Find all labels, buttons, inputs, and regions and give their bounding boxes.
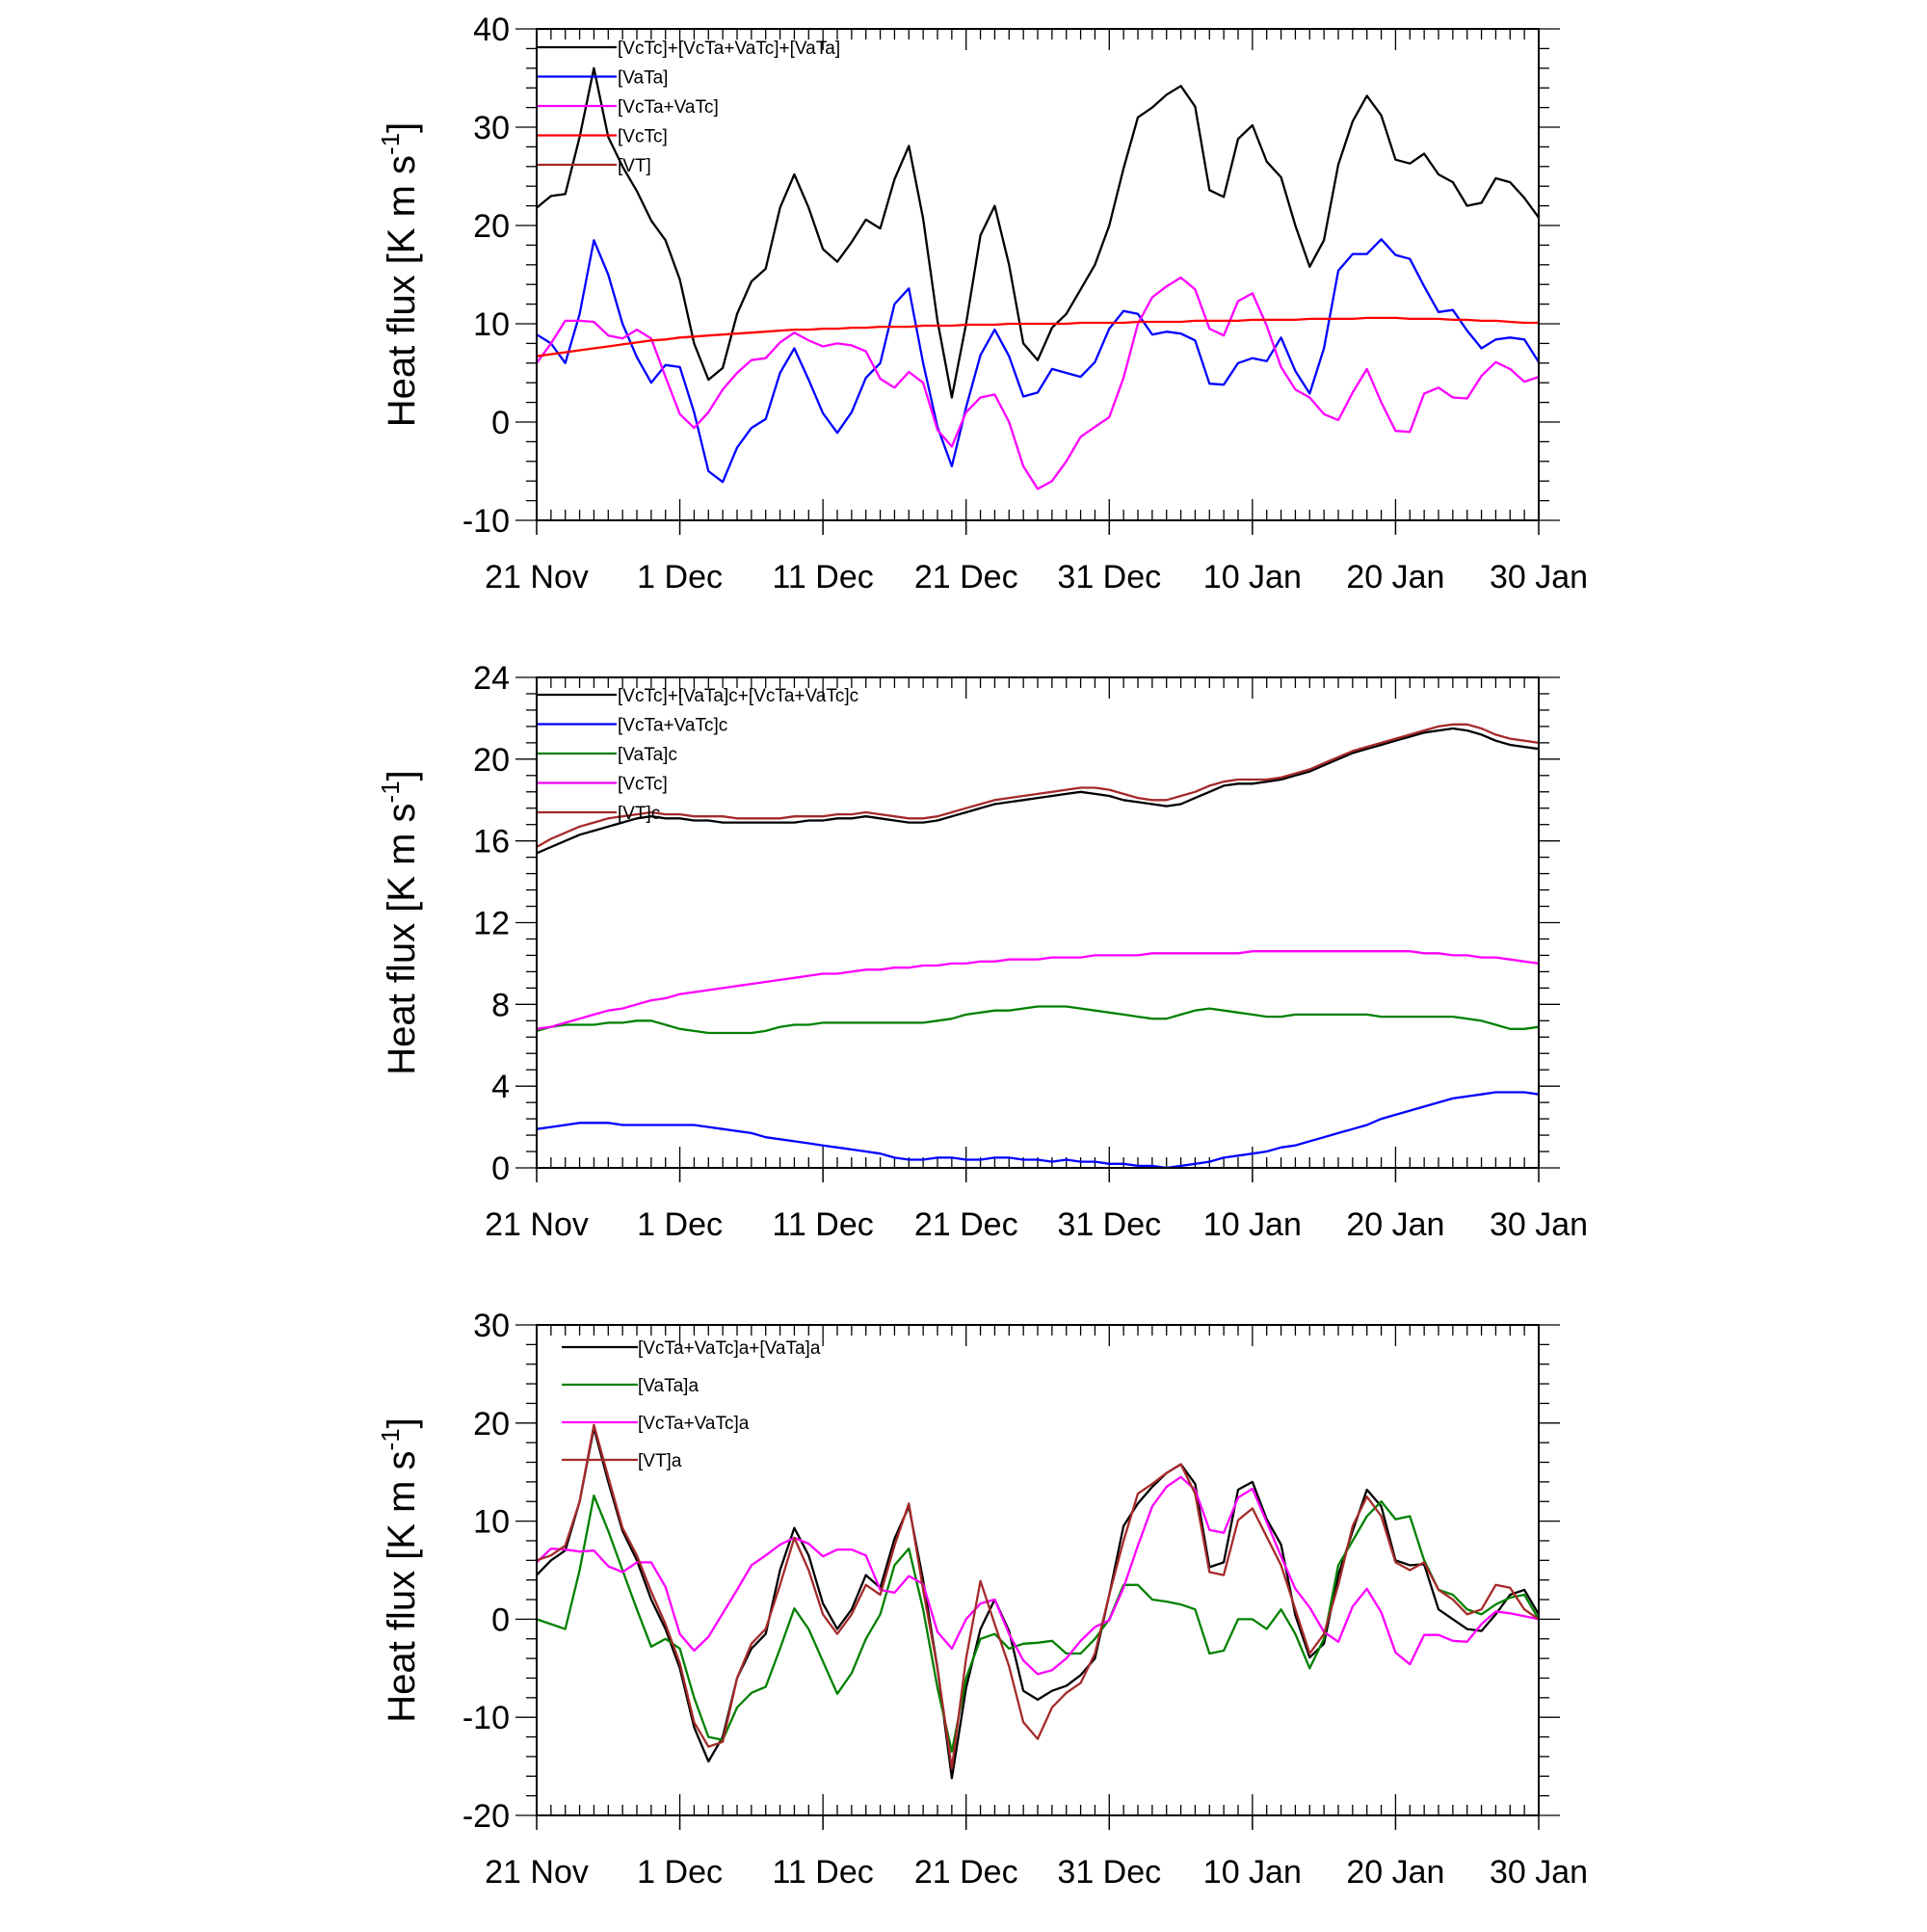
- series-line-3: [536, 1005, 1540, 1035]
- chart-panel-3: -20 -10 0 10 20 30 21 Nov 1 Dec 11 Dec 21 Dec 31 D…: [376, 1308, 1588, 1891]
- chart-panel-1: -10 0 10 20 30 40 21 Nov 1 Dec 11 Dec 21 Dec 31 De…: [376, 12, 1588, 595]
- plot-frame: [536, 28, 1540, 521]
- y-tick-label: 20: [473, 1406, 510, 1442]
- x-tick-label: 11 Dec: [773, 559, 874, 595]
- y-tick-label: 30: [473, 110, 510, 146]
- x-tick-label: 21 Dec: [914, 1206, 1018, 1243]
- legend-label: [VT]: [618, 156, 651, 176]
- legend-label: [VcTa+VaTc]a: [638, 1414, 750, 1434]
- x-tick-label: 31 Dec: [1057, 1206, 1161, 1243]
- x-tick-label: 30 Jan: [1490, 1206, 1588, 1243]
- y-axis-label: Heat flux [K m s-1]: [376, 1417, 423, 1723]
- x-tick-label: 31 Dec: [1057, 559, 1161, 595]
- y-tick-label: 10: [473, 306, 510, 343]
- y-tick-label: 20: [473, 742, 510, 779]
- series-line-1: [536, 727, 1540, 855]
- series-line-4: [536, 316, 1539, 357]
- x-tick-label: 11 Dec: [773, 1206, 874, 1243]
- x-tick-label: 30 Jan: [1490, 559, 1588, 595]
- x-tick-label: 21 Nov: [485, 1206, 589, 1243]
- legend-label: [VcTa+VaTc]: [618, 97, 719, 118]
- y-tick-label: 0: [491, 1601, 510, 1638]
- x-tick-label: 20 Jan: [1346, 1206, 1444, 1243]
- x-tick-label: 21 Nov: [485, 559, 589, 595]
- y-tick-label: 12: [473, 906, 510, 942]
- legend-label: [VcTa+VaTc]c: [618, 716, 727, 736]
- x-tick-label: 21 Nov: [485, 1854, 589, 1891]
- x-tick-label: 10 Jan: [1203, 559, 1302, 595]
- legend-label: [VaTa]a: [638, 1376, 699, 1396]
- series-line-1: [536, 1426, 1540, 1780]
- x-tick-label: 21 Dec: [914, 1854, 1018, 1891]
- y-axis-label: Heat flux [K m s-1]: [376, 122, 423, 428]
- y-tick-label: 0: [491, 1151, 510, 1187]
- x-tick-label: 1 Dec: [637, 1854, 723, 1891]
- series-line-4: [536, 1423, 1540, 1770]
- x-tick-label: 20 Jan: [1346, 1854, 1444, 1891]
- x-tick-label: 21 Dec: [914, 559, 1018, 595]
- legend-label: [VcTc]: [618, 775, 668, 795]
- series-line-3: [536, 1475, 1540, 1676]
- series-line-1: [536, 66, 1540, 399]
- y-tick-label: -10: [462, 1700, 510, 1736]
- y-tick-label: 30: [473, 1308, 510, 1344]
- y-axis-label: Heat flux [K m s-1]: [376, 770, 423, 1075]
- y-tick-label: 0: [491, 405, 510, 441]
- x-tick-label: 10 Jan: [1203, 1206, 1302, 1243]
- plot-frame: [536, 1324, 1540, 1816]
- legend-label: [VaTa]c: [618, 745, 677, 765]
- y-tick-label: 10: [473, 1504, 510, 1541]
- legend-label: [VcTc]+[VcTa+VaTc]+[VaTa]: [618, 39, 840, 59]
- legend-label: [VcTc]+[VaTa]c+[VcTa+VaTc]c: [618, 686, 858, 706]
- x-tick-label: 11 Dec: [773, 1854, 874, 1891]
- series-line-2: [536, 1494, 1540, 1753]
- x-tick-label: 31 Dec: [1057, 1854, 1161, 1891]
- series-line-5: [536, 723, 1540, 848]
- series-line-2: [536, 1091, 1540, 1170]
- y-tick-label: 20: [473, 208, 510, 245]
- y-tick-label: 40: [473, 12, 510, 48]
- y-tick-label: 8: [491, 987, 510, 1023]
- series-line-3: [536, 276, 1540, 490]
- series-line-4: [536, 950, 1540, 1030]
- legend-label: [VT]c: [618, 804, 660, 824]
- y-tick-label: -20: [462, 1798, 510, 1835]
- y-tick-label: 4: [491, 1069, 510, 1105]
- x-tick-label: 1 Dec: [637, 559, 723, 595]
- x-tick-label: 1 Dec: [637, 1206, 723, 1243]
- plot-frame: [536, 676, 1540, 1169]
- legend-label: [VT]a: [638, 1451, 682, 1471]
- x-tick-label: 20 Jan: [1346, 559, 1444, 595]
- legend-label: [VcTc]: [618, 127, 668, 147]
- x-tick-label: 30 Jan: [1490, 1854, 1588, 1891]
- y-tick-label: 24: [473, 660, 510, 697]
- legend-label: [VaTa]: [618, 68, 668, 89]
- legend-label: [VcTa+VaTc]a+[VaTa]a: [638, 1338, 821, 1359]
- x-tick-label: 10 Jan: [1203, 1854, 1302, 1891]
- y-tick-label: 16: [473, 824, 510, 860]
- series-line-2: [536, 238, 1540, 484]
- y-tick-label: -10: [462, 503, 510, 540]
- chart-panel-2: 0 4 8 12 16 20 24 21 Nov 1 Dec 11 Dec 21 Dec 31 Dec…: [376, 660, 1588, 1243]
